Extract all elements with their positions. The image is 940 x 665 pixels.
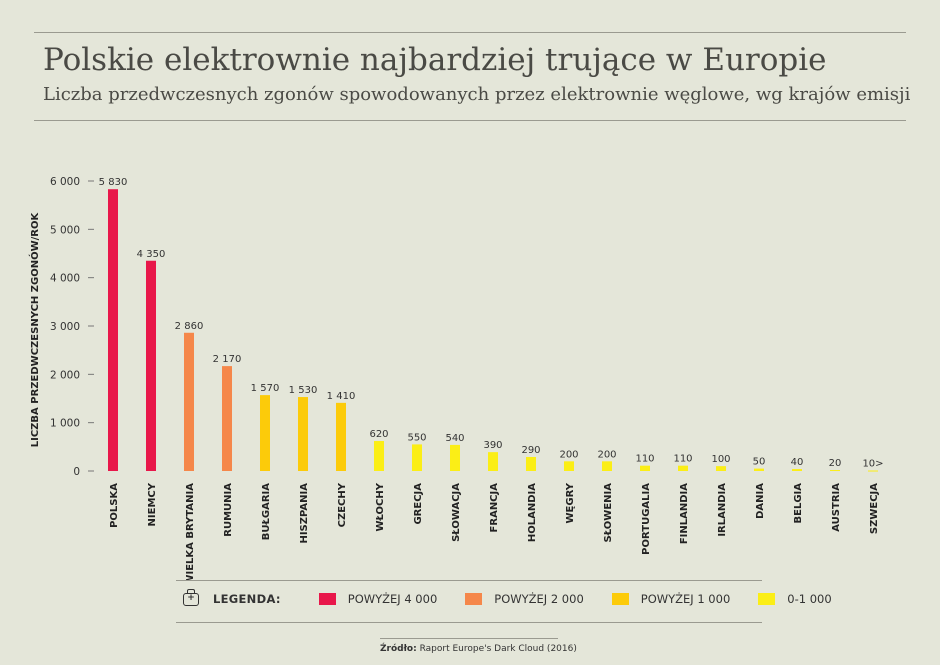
bar-value-label: 1 410	[327, 391, 356, 402]
y-tick-label: 1 000	[50, 418, 80, 430]
x-category-label: FRANCJA	[489, 483, 500, 533]
legend-label: POWYŻEJ 1 000	[640, 592, 731, 606]
bar-wielka-brytania	[184, 332, 194, 471]
bar-włochy	[374, 441, 384, 471]
legend-label: POWYŻEJ 4 000	[347, 592, 438, 606]
chart-title: Polskie elektrownie najbardziej trujące …	[43, 42, 827, 78]
y-tick-label: 0	[73, 466, 80, 478]
y-tick-label: 2 000	[50, 369, 80, 381]
bar-belgia	[792, 469, 802, 471]
source-rule	[380, 638, 558, 639]
x-category-label: PORTUGALIA	[641, 483, 652, 555]
bar-bułgaria	[260, 395, 270, 471]
top-rule	[34, 32, 906, 33]
source-text: Raport Europe's Dark Cloud (2016)	[419, 644, 577, 654]
chart-subtitle: Liczba przedwczesnych zgonów spowodowany…	[43, 84, 911, 105]
legend-bottom-rule	[176, 622, 762, 623]
bar-value-label: 110	[673, 454, 692, 465]
legend-swatch	[611, 593, 629, 605]
bar-austria	[830, 470, 840, 472]
bar-niemcy	[146, 260, 156, 471]
bar-czechy	[336, 402, 346, 471]
x-category-label: AUSTRIA	[831, 483, 842, 532]
bar-polska	[108, 189, 118, 471]
legend-top-rule	[176, 580, 762, 581]
bar-value-label: 50	[753, 457, 766, 468]
x-category-label: NIEMCY	[147, 482, 158, 526]
bar-słowacja	[450, 444, 460, 471]
bar-value-label: 200	[597, 449, 616, 460]
bar-value-label: 10>	[862, 459, 883, 470]
x-category-label: WĘGRY	[565, 482, 576, 523]
bar-portugalia	[640, 465, 650, 471]
bar-irlandia	[716, 466, 726, 471]
bar-francja	[488, 452, 498, 471]
bar-value-label: 1 530	[289, 385, 318, 396]
legend-item-above-1000: POWYŻEJ 1 000	[611, 592, 731, 606]
bar-value-label: 200	[559, 449, 578, 460]
legend-swatch	[758, 593, 776, 605]
y-tick-label: 4 000	[50, 273, 80, 285]
bar-węgry	[564, 461, 574, 471]
bar-value-label: 290	[521, 445, 540, 456]
x-category-label: WIELKA BRYTANIA	[185, 483, 196, 580]
x-category-label: POLSKA	[109, 483, 120, 528]
bar-słowenia	[602, 461, 612, 471]
source-label: Źródło:	[380, 644, 417, 654]
x-category-label: RUMUNIA	[223, 483, 234, 537]
legend-item-0-1000: 0-1 000	[758, 592, 832, 606]
header-rule	[34, 120, 906, 121]
x-category-label: DANIA	[755, 483, 766, 519]
x-category-label: FINLANDIA	[679, 483, 690, 544]
briefcase-plus-icon: +	[183, 588, 199, 606]
x-category-label: SZWECJA	[869, 483, 880, 534]
bar-value-label: 620	[369, 429, 388, 440]
bar-hiszpania	[298, 397, 308, 471]
x-category-label: GRECJA	[413, 483, 424, 525]
bar-value-label: 100	[711, 454, 730, 465]
legend: + LEGENDA: POWYŻEJ 4 000 POWYŻEJ 2 000 P…	[183, 588, 860, 606]
bar-value-label: 540	[445, 433, 464, 444]
legend-label: POWYŻEJ 2 000	[494, 592, 584, 606]
legend-item-above-4000: POWYŻEJ 4 000	[318, 592, 438, 606]
bar-grecja	[412, 444, 422, 471]
bar-value-label: 110	[635, 454, 654, 465]
bar-value-label: 390	[483, 440, 502, 451]
source-note: Źródło: Raport Europe's Dark Cloud (2016…	[380, 644, 577, 654]
x-category-label: SŁOWACJA	[451, 483, 462, 542]
x-category-label: IRLANDIA	[717, 483, 728, 537]
bar-value-label: 1 570	[251, 383, 280, 394]
x-category-label: HOLANDIA	[527, 483, 538, 542]
bar-value-label: 2 170	[213, 354, 242, 365]
bar-rumunia	[222, 366, 232, 471]
legend-swatch	[465, 593, 483, 605]
legend-swatch	[318, 593, 336, 605]
x-category-label: CZECHY	[337, 482, 348, 527]
legend-item-above-2000: POWYŻEJ 2 000	[465, 592, 584, 606]
bar-dania	[754, 468, 764, 471]
x-category-label: HISZPANIA	[299, 483, 310, 544]
bar-value-label: 2 860	[175, 321, 204, 332]
bar-szwecja	[868, 470, 878, 472]
x-category-label: BELGIA	[793, 483, 804, 524]
bar-value-label: 20	[829, 458, 842, 469]
legend-label: 0-1 000	[787, 592, 832, 606]
x-category-label: BUŁGARIA	[261, 483, 272, 541]
y-tick-label: 5 000	[50, 224, 80, 236]
x-category-label: SŁOWENIA	[603, 483, 614, 543]
bar-holandia	[526, 456, 536, 471]
x-category-label: WŁOCHY	[375, 482, 386, 531]
bar-chart: LICZBA PRZEDWCZESNYCH ZGONÓW/ROK 0 1 000 2 …	[28, 176, 884, 580]
legend-title: LEGENDA:	[213, 592, 281, 606]
bar-value-label: 5 830	[99, 177, 128, 188]
bar-finlandia	[678, 465, 688, 471]
bar-value-label: 550	[407, 432, 426, 443]
y-tick-label: 6 000	[50, 176, 80, 188]
y-tick-label: 3 000	[50, 321, 80, 333]
bar-value-label: 4 350	[137, 249, 166, 260]
bar-value-label: 40	[791, 457, 804, 468]
y-axis-label: LICZBA PRZEDWCZESNYCH ZGONÓW/ROK	[28, 212, 41, 448]
